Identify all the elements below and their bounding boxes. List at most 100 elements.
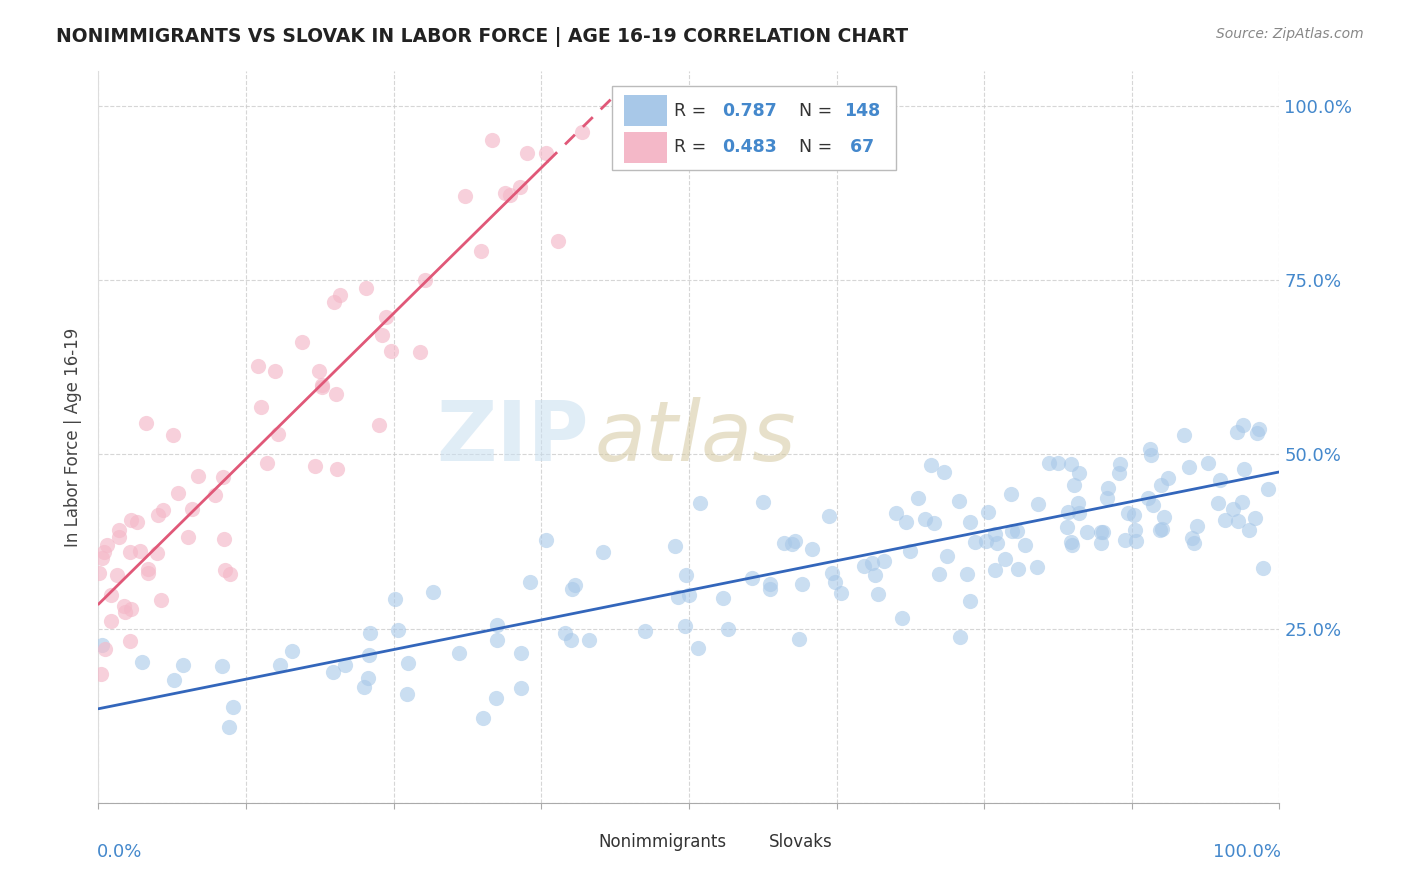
Point	[1197, 456, 1219, 470]
Point	[218, 720, 240, 734]
Point	[689, 496, 711, 510]
Point	[1067, 496, 1090, 510]
Point	[1047, 456, 1070, 470]
Point	[214, 563, 236, 577]
Point	[291, 335, 314, 350]
Point	[181, 501, 204, 516]
Point	[485, 691, 508, 706]
Point	[1150, 478, 1173, 492]
Text: Source: ZipAtlas.com: Source: ZipAtlas.com	[1216, 27, 1364, 41]
Point	[534, 533, 557, 547]
Point	[322, 665, 344, 680]
Point	[994, 552, 1017, 566]
Point	[371, 327, 394, 342]
Point	[510, 646, 533, 660]
Point	[801, 541, 824, 556]
Point	[100, 614, 122, 628]
Point	[120, 601, 142, 615]
Point	[125, 515, 148, 529]
Point	[984, 563, 1007, 577]
Point	[107, 530, 129, 544]
Point	[1005, 524, 1028, 538]
Point	[1097, 481, 1119, 495]
Point	[212, 470, 235, 484]
Point	[780, 536, 803, 550]
Point	[1000, 486, 1022, 500]
Point	[118, 545, 141, 559]
Point	[860, 557, 883, 571]
Point	[1230, 494, 1253, 508]
Point	[1122, 508, 1144, 522]
Point	[1209, 473, 1232, 487]
Point	[333, 657, 356, 672]
Point	[516, 145, 538, 160]
FancyBboxPatch shape	[734, 833, 765, 852]
Point	[977, 505, 1000, 519]
Point	[90, 667, 112, 681]
Point	[269, 658, 291, 673]
Point	[149, 593, 172, 607]
Point	[711, 591, 734, 605]
Point	[112, 599, 135, 613]
Point	[146, 546, 169, 560]
Point	[564, 577, 586, 591]
Point	[204, 488, 226, 502]
Point	[959, 515, 981, 529]
Point	[519, 575, 541, 590]
Point	[94, 641, 117, 656]
Point	[534, 145, 557, 160]
Point	[560, 632, 582, 647]
Point	[1173, 428, 1195, 442]
Point	[1125, 534, 1147, 549]
Point	[87, 566, 110, 580]
Point	[1140, 448, 1163, 462]
Text: 67: 67	[844, 138, 873, 156]
Point	[357, 671, 380, 685]
Point	[177, 530, 200, 544]
Point	[741, 571, 763, 585]
Point	[1237, 524, 1260, 538]
Point	[90, 639, 112, 653]
Point	[167, 486, 190, 500]
Point	[1139, 442, 1161, 457]
Point	[114, 605, 136, 619]
Point	[409, 344, 432, 359]
Point	[129, 544, 152, 558]
Point	[1090, 525, 1112, 540]
Point	[131, 655, 153, 669]
Point	[91, 551, 114, 566]
Point	[308, 364, 330, 378]
Point	[267, 426, 290, 441]
Point	[328, 288, 350, 302]
Point	[384, 591, 406, 606]
Point	[1251, 561, 1274, 575]
Point	[717, 622, 740, 636]
Point	[907, 491, 929, 505]
Point	[1152, 522, 1174, 536]
Point	[136, 566, 159, 580]
Point	[1222, 502, 1244, 516]
Point	[986, 536, 1008, 550]
Point	[499, 188, 522, 202]
Point	[936, 549, 959, 563]
Point	[1208, 496, 1230, 510]
Text: N =: N =	[799, 102, 838, 120]
Point	[1142, 498, 1164, 512]
Point	[107, 523, 129, 537]
Point	[1095, 491, 1118, 506]
Point	[212, 532, 235, 546]
FancyBboxPatch shape	[562, 833, 593, 852]
Text: 0.787: 0.787	[723, 102, 776, 120]
Point	[304, 459, 326, 474]
Point	[471, 711, 494, 725]
Point	[246, 359, 269, 373]
Point	[1213, 513, 1236, 527]
Text: Slovaks: Slovaks	[769, 833, 832, 851]
Point	[1063, 478, 1085, 492]
Point	[481, 133, 503, 147]
Point	[1069, 506, 1091, 520]
Point	[486, 617, 509, 632]
Point	[547, 234, 569, 248]
Point	[1090, 536, 1112, 550]
Point	[1149, 523, 1171, 537]
